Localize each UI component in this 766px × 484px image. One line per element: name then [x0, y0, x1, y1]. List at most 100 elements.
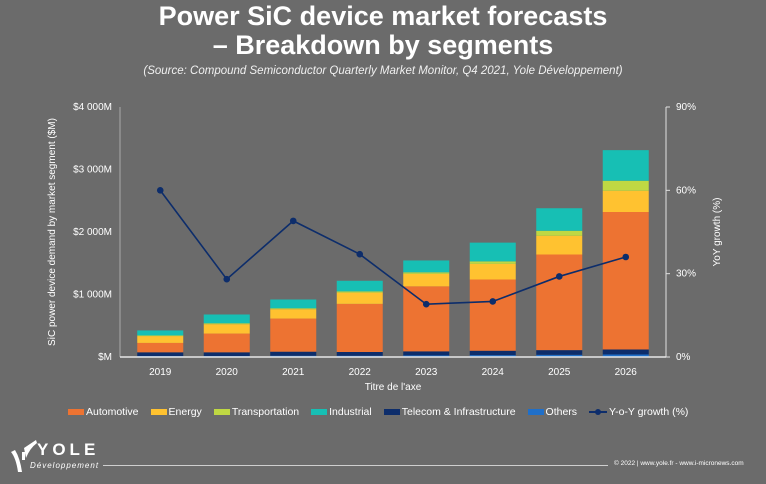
legend-line-marker-icon: [589, 407, 608, 417]
bar-segment-industrial: [403, 260, 450, 273]
bar-segment-industrial: [602, 150, 649, 181]
chart-subtitle: (Source: Compound Semiconductor Quarterl…: [143, 65, 623, 77]
legend-label: Automotive: [86, 406, 139, 418]
bar-segment-energy: [137, 336, 184, 343]
x-tick-label: 2025: [548, 367, 571, 378]
bar-segment-industrial: [536, 208, 583, 231]
bar-segment-energy: [602, 190, 649, 212]
bar-segment-telecom-infrastructure: [403, 351, 450, 356]
chart-svg: $M $1 000M $2 000M $3 000M $4 000M 0% 30% 60% 90…: [47, 102, 723, 393]
footer-divider: [103, 465, 608, 466]
bar-segment-industrial: [137, 330, 184, 336]
legend: Automotive Energy Transportation Industrial…: [68, 406, 700, 418]
x-tick-label: 2023: [415, 367, 438, 378]
bar-segment-telecom-infrastructure: [536, 350, 583, 355]
legend-swatch: [150, 409, 167, 415]
x-tick-label: 2026: [615, 367, 638, 378]
growth-line: [159, 189, 626, 306]
legend-item: Automotive: [68, 406, 139, 418]
bar-segment-transportation: [270, 308, 317, 310]
x-tick-label: 2019: [149, 367, 172, 378]
legend-item: Others: [527, 406, 578, 418]
bar-segment-energy: [270, 309, 317, 319]
bar-segment-industrial: [270, 299, 317, 309]
bar-segment-telecom-infrastructure: [137, 352, 184, 357]
bar-segment-others: [602, 354, 649, 357]
bar-segment-transportation: [469, 261, 516, 264]
bar-segment-automotive: [137, 342, 184, 353]
y-tick-label: $1 000M: [73, 290, 112, 301]
growth-point: [223, 275, 231, 283]
y2-tick-label: 60%: [676, 185, 696, 196]
x-tick-label: 2021: [282, 367, 305, 378]
bar-segment-transportation: [536, 230, 583, 236]
bar-segment-telecom-infrastructure: [602, 349, 649, 355]
chart-title-line1: Power SiC device market forecasts: [158, 1, 608, 31]
y-tick-label: $2 000M: [73, 227, 112, 238]
bar-segment-others: [469, 355, 516, 357]
legend-item: Y-o-Y growth (%): [589, 406, 688, 418]
y2-tick-label: 30%: [676, 269, 696, 280]
legend-swatch: [311, 409, 328, 415]
bar-segment-automotive: [336, 303, 383, 352]
y2-tick-label: 0%: [676, 352, 691, 363]
y-tick-label: $3 000M: [73, 165, 112, 176]
bar-segment-energy: [536, 235, 583, 255]
bar-segment-energy: [469, 263, 516, 280]
footer-copyright: © 2022 | www.yole.fr - www.i-micronews.c…: [614, 460, 744, 467]
bar-segment-energy: [403, 273, 450, 287]
bar-segment-transportation: [602, 180, 649, 191]
bar-segment-automotive: [602, 212, 649, 350]
x-tick-label: 2020: [216, 367, 239, 378]
legend-swatch: [68, 409, 84, 415]
y-tick-label: $4 000M: [73, 102, 112, 113]
x-tick-label: 2022: [349, 367, 372, 378]
legend-label: Telecom & Infrastructure: [401, 406, 516, 418]
y2-tick-label: 90%: [676, 102, 696, 113]
legend-item: Telecom & Infrastructure: [383, 406, 516, 418]
legend-swatch: [213, 409, 230, 415]
bar-segment-transportation: [137, 335, 184, 337]
growth-point: [356, 250, 364, 258]
bar-segment-industrial: [469, 242, 516, 262]
y-axis-title: SiC power device demand by market segmen…: [47, 118, 58, 346]
yole-logo-icon: [11, 440, 37, 472]
legend-item: Industrial: [311, 406, 372, 418]
bar-segment-energy: [203, 324, 250, 334]
y-tick-label: $M: [98, 352, 112, 363]
growth-point: [555, 273, 563, 280]
bar-segment-industrial: [203, 314, 250, 324]
legend-item: Energy: [150, 406, 202, 418]
x-axis-title: Titre de l'axe: [365, 382, 422, 393]
bar-segment-automotive: [403, 286, 450, 352]
bar-segment-telecom-infrastructure: [203, 352, 250, 357]
bar-segment-energy: [336, 292, 383, 304]
bar-segment-others: [403, 355, 450, 357]
legend-label: Transportation: [231, 406, 300, 418]
bar-segment-automotive: [203, 333, 250, 353]
legend-swatch: [527, 409, 544, 415]
legend-label: Others: [545, 406, 578, 418]
growth-point: [489, 298, 497, 305]
y2-axis-title: YoY growth (%): [712, 198, 723, 267]
x-tick-label: 2024: [482, 367, 505, 378]
growth-point: [422, 300, 430, 308]
logo-name: YOLE: [37, 440, 100, 459]
growth-point: [156, 187, 164, 194]
bar-segment-others: [536, 354, 583, 357]
bar-segment-automotive: [536, 254, 583, 351]
bar-segment-transportation: [203, 323, 250, 325]
bar-segment-transportation: [403, 272, 450, 274]
legend-item: Transportation: [213, 406, 300, 418]
logo-subtitle: Développement: [30, 461, 100, 470]
bar-segment-transportation: [336, 291, 383, 293]
growth-point: [289, 217, 297, 225]
bar-segment-telecom-infrastructure: [469, 350, 516, 356]
growth-point: [622, 253, 630, 261]
legend-label: Y-o-Y growth (%): [609, 406, 689, 418]
bar-segment-telecom-infrastructure: [336, 352, 383, 356]
legend-label: Energy: [168, 406, 202, 418]
legend-label: Industrial: [329, 406, 372, 418]
bar-segment-telecom-infrastructure: [270, 351, 317, 356]
bar-segment-automotive: [469, 279, 516, 351]
